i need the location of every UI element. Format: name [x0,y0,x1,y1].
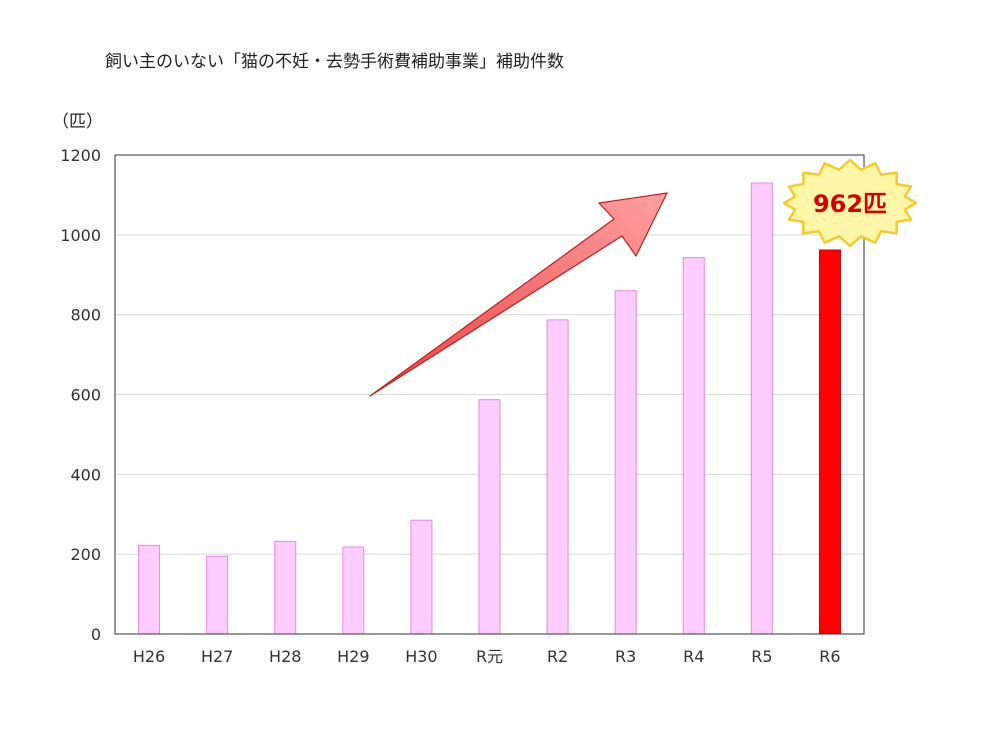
bar [614,290,637,635]
y-tick-label: 800 [70,306,101,325]
y-tick-label: 0 [91,625,101,644]
x-tick-label: H26 [133,647,165,666]
starburst-badge-icon [782,158,918,248]
x-axis-ticks: H26 H27 H28 H29 H30 R元 R2 R3 R4 R5 R6 [133,647,841,666]
y-axis-ticks: 0 200 400 600 800 1000 1200 [60,146,101,644]
bar [682,257,705,635]
x-tick-label: R元 [476,647,503,666]
annotation-badge-group: 962匹 [782,158,918,248]
x-tick-label: H28 [269,647,301,666]
y-tick-label: 1000 [60,226,101,245]
bar [478,399,501,635]
bar [138,544,161,635]
bar-highlighted [818,249,841,635]
trend-arrow-icon [369,192,668,397]
y-tick-label: 1200 [60,146,101,165]
y-tick-label: 600 [70,386,101,405]
bars [138,182,841,635]
bar [274,540,297,635]
x-tick-label: R5 [751,647,772,666]
annotation-label: 962匹 [813,190,887,218]
x-tick-label: H27 [201,647,233,666]
chart-title: 飼い主のいない「猫の不妊・去勢手術費補助事業」補助件数 [105,52,564,72]
y-tick-label: 400 [70,465,101,484]
bar [750,182,773,635]
x-tick-label: H30 [405,647,437,666]
y-tick-label: 200 [70,545,101,564]
y-axis-unit-label: （匹） [52,112,103,132]
bar [342,546,365,635]
x-tick-label: R2 [547,647,568,666]
x-tick-label: R4 [683,647,704,666]
plot-frame [114,154,865,635]
x-tick-label: R6 [819,647,840,666]
bar [546,319,569,635]
x-tick-label: R3 [615,647,636,666]
bar [410,519,433,635]
bar [206,555,229,635]
trend-arrow-group [369,192,668,397]
x-tick-label: H29 [337,647,369,666]
